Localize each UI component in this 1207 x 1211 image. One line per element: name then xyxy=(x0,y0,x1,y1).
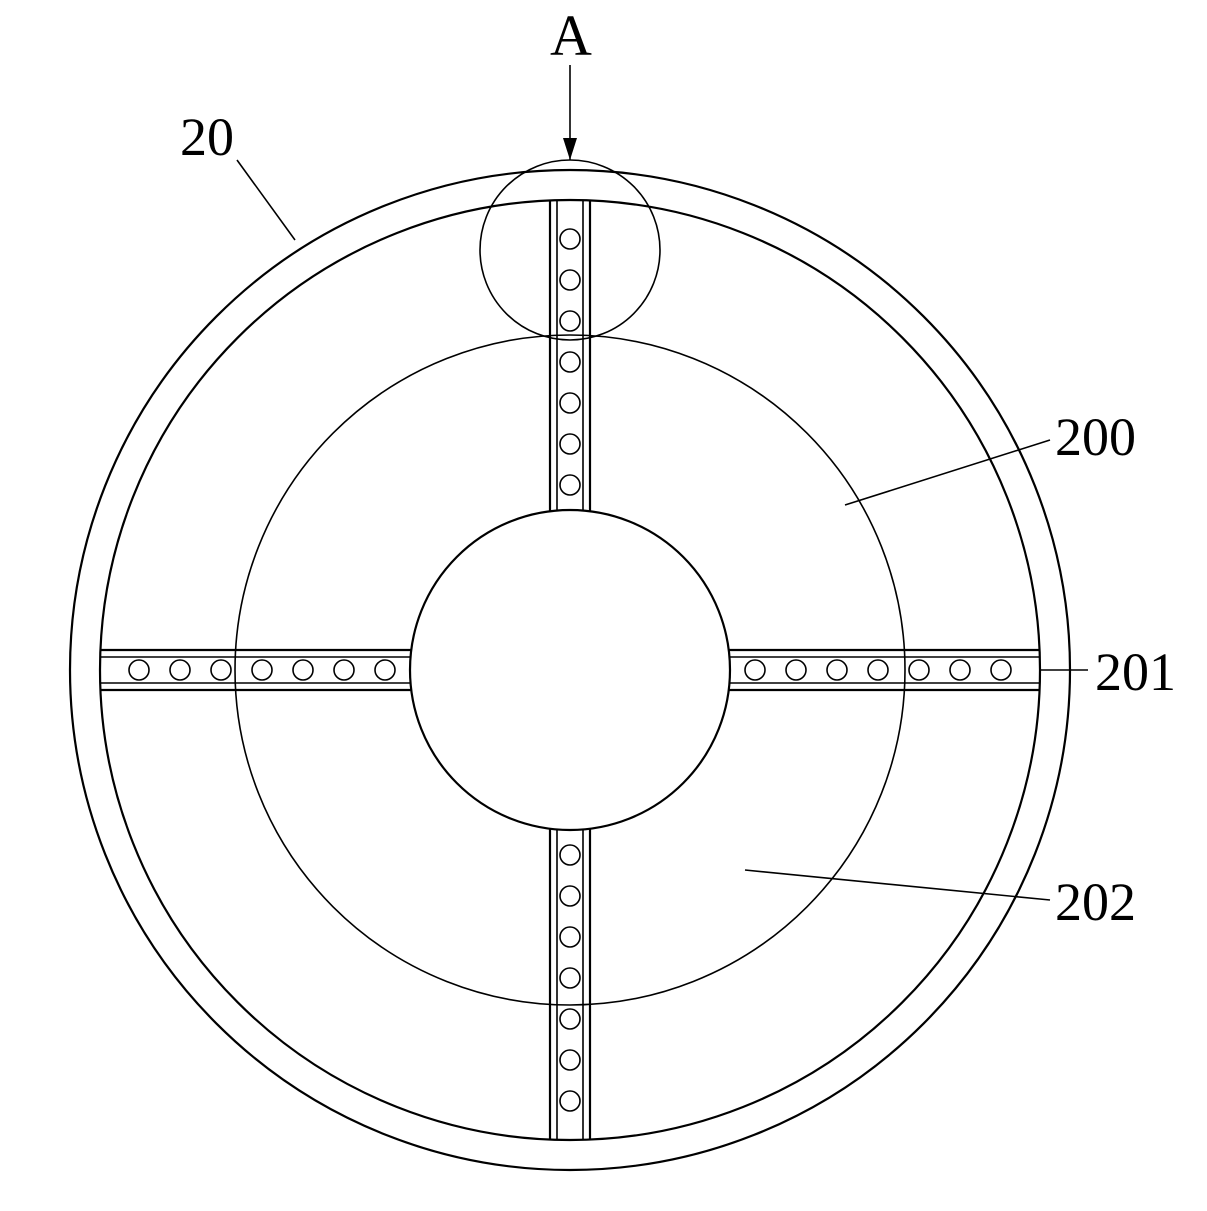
spoke-hole xyxy=(868,660,888,680)
spoke-hole xyxy=(375,660,395,680)
center-hole xyxy=(410,510,730,830)
spoke-hole xyxy=(560,229,580,249)
spoke-hole xyxy=(560,475,580,495)
detail-a-circle xyxy=(480,160,660,340)
label-A: A xyxy=(550,3,592,68)
spoke-top xyxy=(550,200,590,511)
spoke-hole xyxy=(129,660,149,680)
spoke-bottom xyxy=(550,829,590,1140)
spoke-hole xyxy=(560,1050,580,1070)
detail-a-arrow xyxy=(563,138,577,160)
label-202: 202 xyxy=(1055,872,1136,932)
spoke-hole xyxy=(560,968,580,988)
spoke-hole xyxy=(560,1091,580,1111)
spoke-hole xyxy=(560,311,580,331)
leader-200 xyxy=(845,440,1050,505)
spoke-hole xyxy=(560,393,580,413)
label-20: 20 xyxy=(180,107,234,167)
label-200: 200 xyxy=(1055,407,1136,467)
spoke-left xyxy=(100,650,411,690)
spoke-hole xyxy=(560,434,580,454)
spoke-hole xyxy=(560,886,580,906)
outer-ring-outer xyxy=(70,170,1070,1170)
spoke-hole xyxy=(786,660,806,680)
spoke-hole xyxy=(334,660,354,680)
spoke-hole xyxy=(170,660,190,680)
spoke-hole xyxy=(211,660,231,680)
spoke-hole xyxy=(560,352,580,372)
spoke-hole xyxy=(560,270,580,290)
spoke-hole xyxy=(909,660,929,680)
leader-202 xyxy=(745,870,1050,900)
leader-20 xyxy=(237,160,295,240)
spoke-hole xyxy=(827,660,847,680)
middle-circle xyxy=(235,335,905,1005)
label-201: 201 xyxy=(1095,642,1176,702)
spoke-hole xyxy=(293,660,313,680)
spoke-hole xyxy=(560,1009,580,1029)
spoke-hole xyxy=(745,660,765,680)
spoke-hole xyxy=(991,660,1011,680)
spoke-hole xyxy=(560,845,580,865)
spoke-hole xyxy=(950,660,970,680)
outer-ring-inner xyxy=(100,200,1040,1140)
spoke-hole xyxy=(252,660,272,680)
spoke-hole xyxy=(560,927,580,947)
spoke-right xyxy=(729,650,1040,690)
